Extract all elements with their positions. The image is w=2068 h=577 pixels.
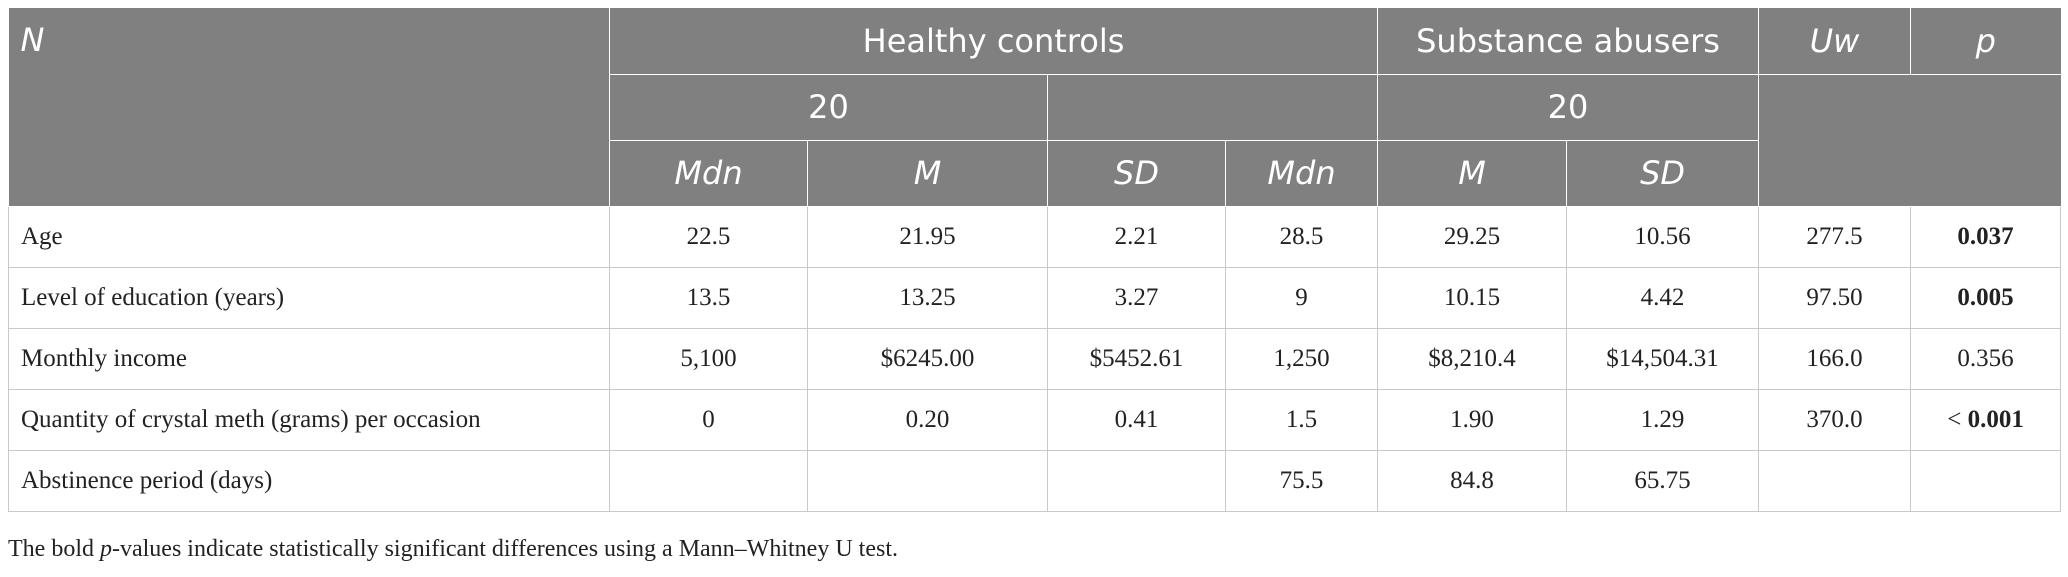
cell-hc-sd: 0.41 — [1047, 388, 1226, 451]
cell-p: < 0.001 — [1910, 388, 2062, 451]
cell-sa-sd: 4.42 — [1566, 266, 1760, 329]
cell-uw: 370.0 — [1758, 388, 1912, 451]
row-label: Quantity of crystal meth (grams) per occ… — [8, 388, 610, 451]
cell-hc-m: $6245.00 — [807, 327, 1048, 390]
footnote-p-italic: p — [99, 536, 112, 562]
cell-hc-sd: $5452.61 — [1047, 327, 1226, 390]
cell-uw: 166.0 — [1758, 327, 1912, 390]
header-p: p — [1910, 8, 2061, 75]
cell-sa-mdn: 1.5 — [1224, 388, 1379, 451]
header-uw: Uw — [1758, 8, 1912, 75]
cell-hc-m: 13.25 — [807, 266, 1048, 329]
footnote-before: The bold — [8, 536, 100, 562]
header-substance-abusers: Substance abusers — [1377, 8, 1760, 75]
cell-p — [1910, 449, 2062, 512]
header-substance-n: 20 — [1377, 74, 1760, 141]
row-label: Age — [8, 205, 610, 268]
cell-hc-sd: 2.21 — [1047, 205, 1226, 268]
p-value: 0.001 — [1967, 405, 2024, 433]
cell-uw — [1758, 449, 1912, 512]
header-n-label: N — [8, 8, 610, 207]
cell-hc-m: 21.95 — [807, 205, 1048, 268]
cell-p: 0.005 — [1910, 266, 2062, 329]
footnote-after: -values indicate statistically significa… — [111, 536, 898, 562]
cell-hc-sd: 3.27 — [1047, 266, 1226, 329]
header-sd-2: SD — [1566, 140, 1760, 207]
cell-hc-mdn — [609, 449, 808, 512]
cell-sa-sd: 65.75 — [1566, 449, 1760, 512]
results-table: N Healthy controls Substance abusers Uw … — [8, 8, 2062, 512]
header-row-n: 20 20 — [9, 74, 2061, 207]
cell-sa-sd: $14,504.31 — [1566, 327, 1760, 390]
header-healthy-controls: Healthy controls — [609, 8, 1379, 75]
cell-sa-m: 1.90 — [1377, 388, 1568, 451]
header-mdn-1: Mdn — [609, 140, 808, 207]
cell-hc-m: 0.20 — [807, 388, 1048, 451]
table-row: Level of education (years) 13.5 13.25 3.… — [8, 266, 2062, 329]
p-prefix: < — [1947, 405, 1968, 433]
row-label: Level of education (years) — [8, 266, 610, 329]
table-row: Abstinence period (days) 75.5 84.8 65.75 — [8, 449, 2062, 512]
header-row-groups: N Healthy controls Substance abusers Uw … — [8, 8, 2061, 207]
cell-hc-m — [807, 449, 1048, 512]
cell-sa-mdn: 9 — [1224, 266, 1379, 329]
cell-hc-mdn: 5,100 — [609, 327, 808, 390]
cell-hc-mdn: 0 — [609, 388, 808, 451]
header-empty-gap — [1047, 74, 1379, 141]
cell-sa-mdn: 1,250 — [1224, 327, 1379, 390]
cell-sa-sd: 1.29 — [1566, 388, 1760, 451]
header-mdn-2: Mdn — [1225, 140, 1379, 207]
header-healthy-n: 20 — [609, 74, 1048, 141]
cell-hc-sd — [1047, 449, 1226, 512]
cell-sa-mdn: 75.5 — [1224, 449, 1379, 512]
table-footnote: The bold p-values indicate statistically… — [8, 536, 898, 563]
cell-uw: 97.50 — [1758, 266, 1912, 329]
cell-sa-sd: 10.56 — [1566, 205, 1760, 268]
header-sd-1: SD — [1047, 140, 1226, 207]
results-table-container: N Healthy controls Substance abusers Uw … — [8, 8, 2062, 512]
cell-p: 0.356 — [1910, 327, 2062, 390]
cell-sa-m: $8,210.4 — [1377, 327, 1568, 390]
row-label: Monthly income — [8, 327, 610, 390]
cell-hc-mdn: 13.5 — [609, 266, 808, 329]
cell-p: 0.037 — [1910, 205, 2062, 268]
table-row: Age 22.5 21.95 2.21 28.5 29.25 10.56 277… — [8, 205, 2062, 268]
header-m-1: M — [807, 140, 1048, 207]
table-row: Quantity of crystal meth (grams) per occ… — [8, 388, 2062, 451]
cell-sa-m: 84.8 — [1377, 449, 1568, 512]
row-label: Abstinence period (days) — [8, 449, 610, 512]
cell-sa-m: 10.15 — [1377, 266, 1568, 329]
table-body: Age 22.5 21.95 2.21 28.5 29.25 10.56 277… — [8, 205, 2062, 512]
table-row: Monthly income 5,100 $6245.00 $5452.61 1… — [8, 327, 2062, 390]
cell-uw: 277.5 — [1758, 205, 1912, 268]
table-header: N Healthy controls Substance abusers Uw … — [8, 8, 2061, 207]
cell-sa-mdn: 28.5 — [1224, 205, 1379, 268]
header-m-2: M — [1377, 140, 1568, 207]
cell-hc-mdn: 22.5 — [609, 205, 808, 268]
header-empty-stat — [1758, 74, 2061, 207]
cell-sa-m: 29.25 — [1377, 205, 1568, 268]
